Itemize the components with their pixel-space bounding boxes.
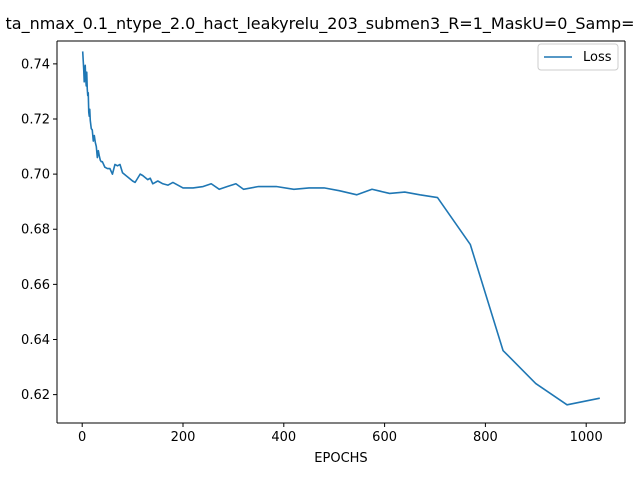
plot-area <box>57 41 625 423</box>
x-axis-label: EPOCHS <box>314 451 367 466</box>
x-tick-label: 600 <box>372 430 397 445</box>
y-tick-label: 0.70 <box>21 168 50 183</box>
y-tick-label: 0.62 <box>21 388 50 403</box>
axes-frame <box>56 40 626 424</box>
y-tick-label: 0.64 <box>21 333 50 348</box>
legend-box <box>537 43 619 71</box>
y-tick-label: 0.66 <box>21 278 50 293</box>
x-tick-label: 800 <box>473 430 498 445</box>
y-tick-label: 0.68 <box>21 223 50 238</box>
legend: Loss <box>537 43 619 71</box>
y-axis-ticks: 0.62 0.64 0.66 0.68 0.70 0.72 0.74 <box>21 57 57 403</box>
x-tick-label: 200 <box>171 430 196 445</box>
series-line-loss <box>81 51 600 406</box>
x-tick-label: 1000 <box>570 430 603 445</box>
y-tick-label: 0.72 <box>21 112 50 127</box>
chart-title: ta_nmax_0.1_ntype_2.0_hact_leakyrelu_203… <box>5 14 634 34</box>
x-tick-label: 0 <box>78 430 86 445</box>
y-tick-label: 0.74 <box>21 57 50 72</box>
x-tick-label: 400 <box>271 430 296 445</box>
x-axis-ticks: 0 200 400 600 800 1000 <box>78 423 603 445</box>
legend-label-loss: Loss <box>583 50 612 65</box>
